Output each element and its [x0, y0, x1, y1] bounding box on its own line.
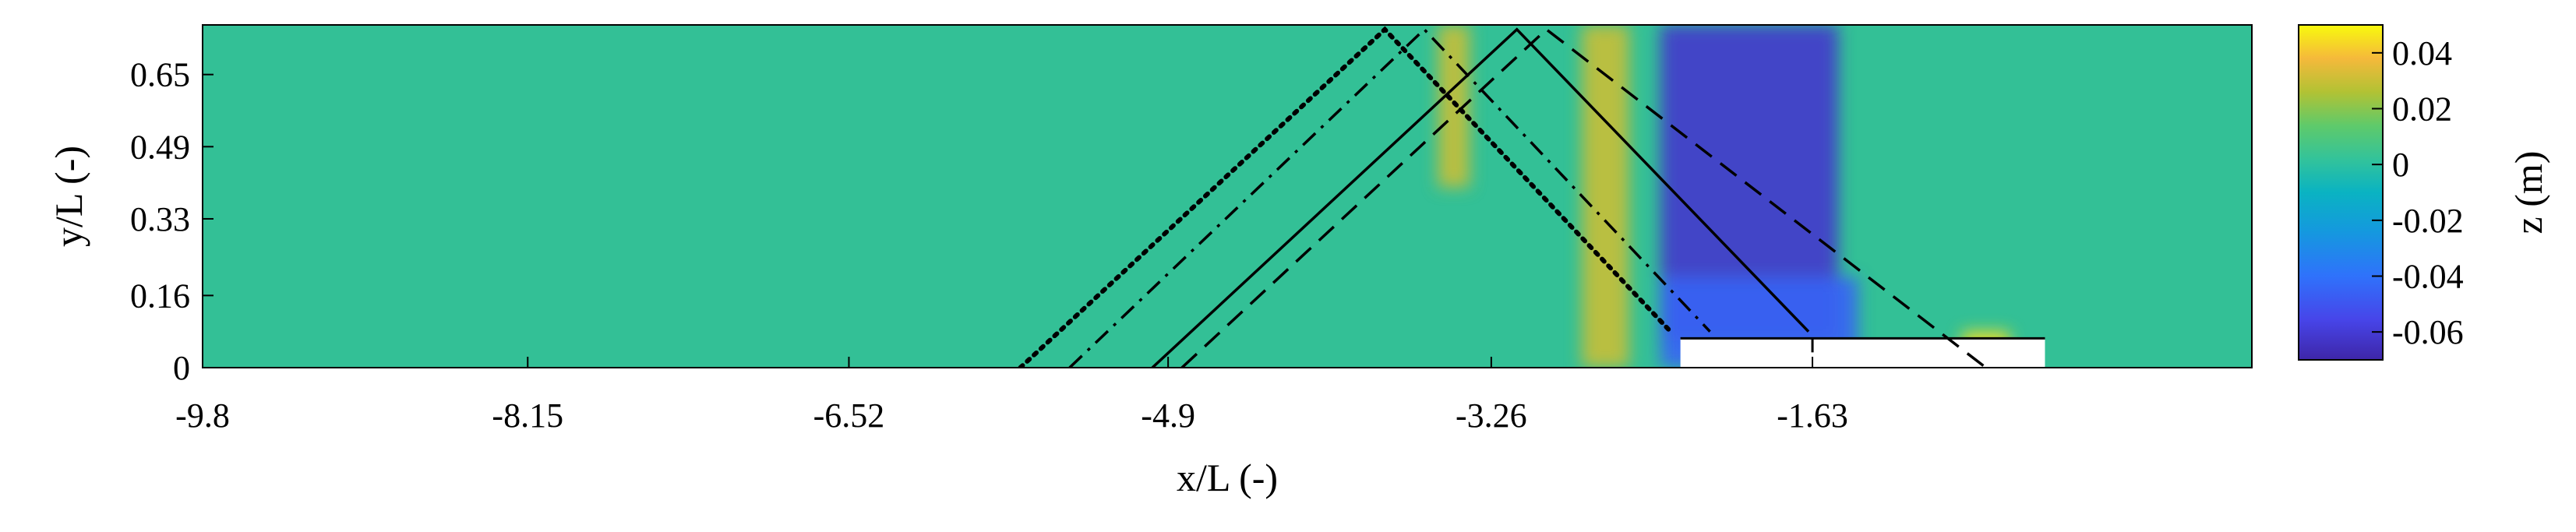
colorbar-tick-label: 0.02 [2392, 90, 2452, 129]
colorbar-label: z (m) [2507, 151, 2550, 234]
x-tick-label: -3.26 [1456, 396, 1527, 435]
field-background [203, 25, 2252, 368]
ray-dashed [1180, 27, 1987, 368]
colorbar-tick-label: 0 [2392, 146, 2409, 184]
y-tick-label: 0.49 [130, 128, 190, 166]
y-tick-label: 0 [173, 349, 190, 387]
plot-frame [202, 24, 2253, 368]
x-tick-label: -6.52 [813, 396, 885, 435]
ray-dashdot [1068, 27, 1711, 368]
colorbar-tick-label: -0.02 [2392, 202, 2464, 240]
x-axis: -9.8 -8.15 -6.52 -4.9 -3.26 -1.63 [175, 357, 1848, 435]
colorbar-tick-label: -0.04 [2392, 258, 2464, 296]
ray-solid [1151, 27, 1810, 368]
colorbar-ticks: 0.04 0.02 0 -0.02 -0.04 -0.06 [2372, 34, 2464, 351]
y-tick-label: 0.16 [130, 277, 190, 315]
colorbar: 0.04 0.02 0 -0.02 -0.04 -0.06 z (m) [2298, 24, 2550, 361]
colorbar-tick-label: 0.04 [2392, 34, 2452, 72]
field-crest [1582, 25, 1629, 368]
x-tick-label: -1.63 [1777, 396, 1848, 435]
x-tick-label: -9.8 [175, 396, 230, 435]
ray-dotted [1018, 26, 1673, 368]
colorbar-gradient [2298, 24, 2384, 361]
x-tick-label: -4.9 [1141, 396, 1195, 435]
structure-outline [1680, 336, 2045, 353]
y-axis: 0 0.16 0.33 0.49 0.65 [130, 56, 213, 387]
x-axis-title: x/L (-) [1177, 456, 1278, 499]
wave-rays [1018, 26, 1987, 368]
y-tick-label: 0.33 [130, 200, 190, 238]
heatmap-field [203, 25, 2252, 368]
y-axis-title: y/L (-) [47, 146, 90, 247]
x-tick-label: -8.15 [492, 396, 563, 435]
colorbar-tick-label: -0.06 [2392, 313, 2464, 351]
y-tick-label: 0.65 [130, 56, 190, 94]
structure-gap [1680, 338, 2045, 368]
